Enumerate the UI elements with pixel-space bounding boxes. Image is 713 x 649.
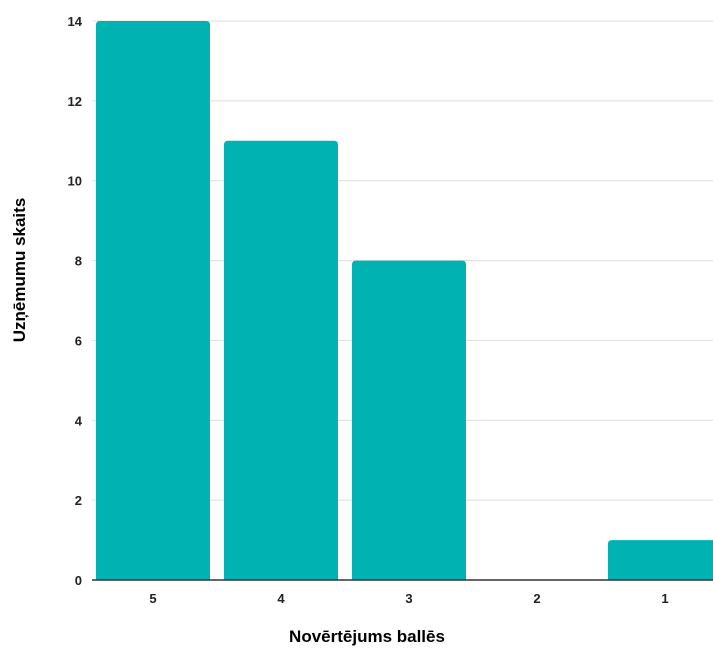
y-tick-label: 10 bbox=[68, 174, 82, 189]
y-tick-label: 12 bbox=[68, 94, 82, 109]
y-tick-label: 14 bbox=[68, 14, 83, 29]
bar-5 bbox=[96, 21, 210, 580]
x-tick-label: 1 bbox=[661, 591, 668, 606]
x-axis-title: Novērtējums ballēs bbox=[289, 627, 445, 646]
y-tick-label: 0 bbox=[75, 573, 82, 588]
x-tick-label: 5 bbox=[149, 591, 156, 606]
bar-4 bbox=[224, 140, 338, 581]
bars bbox=[96, 21, 713, 581]
x-axis-ticks: 5 4 3 2 1 bbox=[149, 591, 668, 606]
x-tick-label: 2 bbox=[533, 591, 540, 606]
bar-1 bbox=[608, 540, 713, 580]
y-tick-label: 6 bbox=[75, 333, 82, 348]
x-tick-label: 4 bbox=[277, 591, 285, 606]
y-tick-label: 4 bbox=[75, 413, 83, 428]
x-tick-label: 3 bbox=[405, 591, 412, 606]
y-tick-label: 2 bbox=[75, 493, 82, 508]
y-tick-label: 8 bbox=[75, 254, 82, 269]
bar-3 bbox=[352, 260, 466, 580]
y-axis-title: Uzņēmumu skaits bbox=[10, 198, 29, 343]
y-axis-ticks: 0 2 4 6 8 10 12 14 bbox=[68, 14, 83, 588]
